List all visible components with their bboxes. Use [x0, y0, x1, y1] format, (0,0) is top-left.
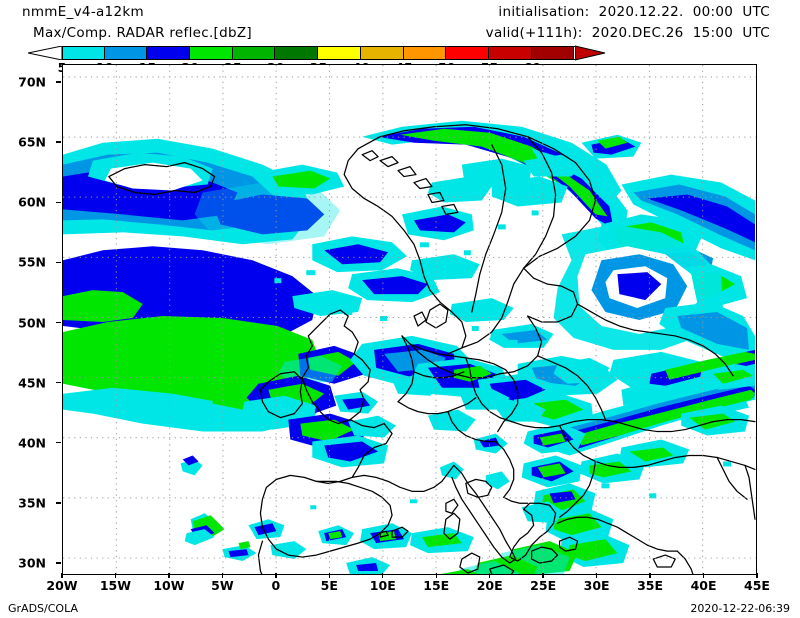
lon-label-20W: 20W	[46, 578, 78, 593]
lon-label-20E: 20E	[476, 578, 503, 593]
lat-tick-55N	[56, 261, 61, 264]
footer-credit: GrADS/COLA	[8, 602, 78, 615]
lon-label-15E: 15E	[423, 578, 450, 593]
lat-tick-50N	[56, 321, 61, 324]
colorbar-band-5	[275, 46, 319, 60]
lat-label-55N: 55N	[18, 254, 46, 270]
valid-time: valid(+111h): 2020.DEC.26 15:00 UTC	[485, 25, 770, 41]
lat-label-50N: 50N	[18, 315, 46, 330]
precipitation-field	[63, 120, 756, 574]
colorbar-band-3	[190, 46, 233, 60]
lon-tick-10E	[382, 573, 384, 578]
lat-tick-70N	[56, 81, 61, 83]
lon-label-25E: 25E	[530, 578, 557, 593]
footer-timestamp: 2020-12-22-06:39	[690, 602, 790, 615]
field-title: Max/Comp. RADAR reflec.[dbZ]	[33, 25, 252, 41]
lat-label-40N: 40N	[18, 435, 46, 451]
lat-label-30N: 30N	[18, 555, 46, 571]
lat-label-65N: 65N	[18, 134, 46, 150]
colorbar-underflow-arrow-icon	[28, 46, 62, 60]
lon-tick-45E	[756, 573, 758, 578]
lon-tick-40E	[702, 573, 705, 578]
lon-tick-0	[275, 573, 277, 578]
model-name: nmmE_v4-a12km	[22, 4, 144, 20]
lat-label-70N: 70N	[18, 74, 46, 90]
colorbar-bands	[62, 46, 575, 60]
lat-tick-65N	[56, 141, 61, 143]
lon-tick-5E	[328, 573, 330, 578]
lon-label-30E: 30E	[583, 578, 610, 593]
lat-label-35N: 35N	[18, 495, 46, 511]
latitude-axis: 70N 65N 60N 55N 50N 45N 40N 35N 30N	[0, 64, 61, 575]
lon-label-40E: 40E	[690, 578, 717, 593]
lon-tick-35E	[649, 573, 651, 578]
lon-tick-10W	[168, 573, 170, 578]
colorbar-band-9	[446, 46, 489, 60]
colorbar-band-8	[403, 46, 447, 60]
lon-tick-5W	[221, 573, 224, 578]
lat-tick-40N	[56, 442, 61, 444]
lat-tick-45N	[56, 381, 61, 384]
lon-tick-30E	[595, 573, 598, 578]
colorbar-overflow-arrow-icon	[575, 45, 606, 61]
colorbar-band-10	[488, 46, 532, 60]
coastlines-and-borders	[108, 124, 756, 574]
lon-tick-15E	[435, 573, 437, 578]
lon-label-35E: 35E	[637, 578, 664, 593]
lon-tick-20W	[61, 573, 63, 578]
init-time: initialisation: 2020.12.22. 00:00 UTC	[498, 4, 770, 20]
colorbar-band-6	[318, 46, 361, 60]
lon-label-45E: 45E	[744, 578, 770, 593]
colorbar-band-4	[232, 46, 276, 60]
lon-label-5E: 5E	[320, 578, 338, 593]
lon-tick-15W	[114, 573, 117, 578]
lon-label-5W: 5W	[211, 578, 234, 593]
lat-label-45N: 45N	[18, 375, 46, 391]
lon-tick-20E	[488, 573, 491, 578]
map-gridlines	[63, 65, 756, 574]
radar-map-plot[interactable]	[62, 64, 757, 575]
colorbar-band-0	[62, 46, 105, 60]
colorbar-band-1	[104, 46, 148, 60]
lat-tick-35N	[56, 502, 61, 504]
lon-tick-25E	[542, 573, 544, 578]
lat-tick-60N	[56, 201, 61, 203]
colorbar-band-11	[531, 46, 575, 60]
lon-label-10W: 10W	[153, 578, 185, 593]
lat-tick-30N	[56, 562, 61, 564]
map-canvas	[63, 65, 756, 574]
colorbar-band-2	[147, 46, 191, 60]
lon-label-0: 0	[271, 578, 281, 593]
colorbar-band-7	[360, 46, 404, 60]
longitude-axis: 20W 15W 10W 5W 0 5E 10E 15E 20E 25E 30E 35E 40E 45E	[46, 573, 770, 598]
lon-label-10E: 10E	[369, 578, 396, 593]
lon-label-15W: 15W	[99, 578, 132, 593]
lat-label-60N: 60N	[18, 194, 46, 210]
